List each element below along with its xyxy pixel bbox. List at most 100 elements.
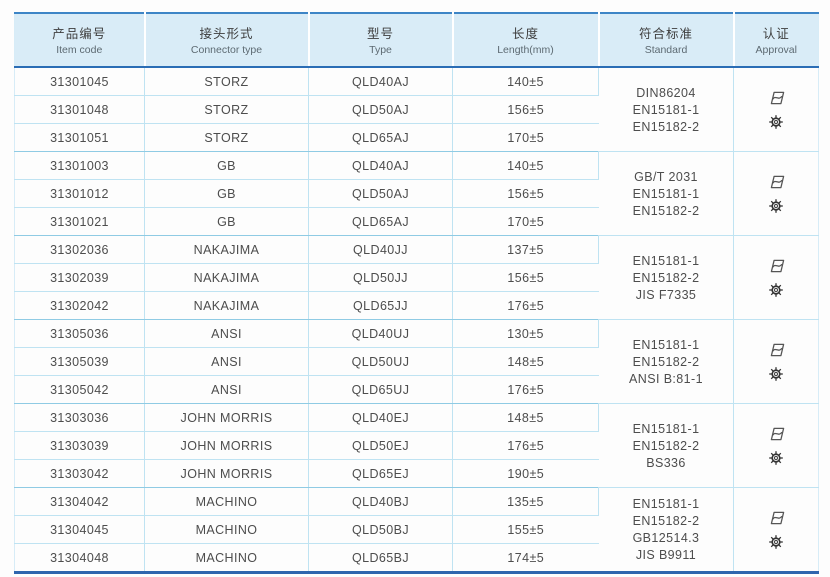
connector-type-cell: GB bbox=[144, 207, 309, 236]
connector-type-cell: GB bbox=[144, 179, 309, 208]
col-header-zh: 型号 bbox=[366, 26, 394, 41]
standard-line: EN15181-1 bbox=[632, 337, 700, 352]
standard-line: EN15181-1 bbox=[632, 497, 700, 511]
product-spec-table: 产品编号 Item code 接头形式 Connector type 型号 Ty… bbox=[14, 12, 819, 574]
standard-line: BS336 bbox=[646, 455, 686, 470]
standard-line: EN15182-2 bbox=[632, 203, 700, 218]
standard-cell: EN15181-1 EN15182-2 GB12514.3 JIS B9911 bbox=[598, 487, 734, 573]
certification-flag-icon bbox=[770, 343, 784, 356]
col-header-length: 长度 Length(mm) bbox=[451, 13, 599, 68]
standard-cell: EN15181-1 EN15182-2 ANSI B:81-1 bbox=[598, 319, 734, 404]
wheelmark-icon bbox=[769, 198, 783, 213]
standard-line: EN15182-2 bbox=[632, 354, 700, 369]
table-row: 31301045 STORZ QLD40AJ 140±5 DIN86204 EN15181… bbox=[14, 67, 819, 152]
table-row: 31304048 MACHINO QLD65BJ 174±5 bbox=[14, 543, 819, 573]
type-cell: QLD65JJ bbox=[308, 291, 453, 320]
standard-cell: EN15181-1 EN15182-2 BS336 bbox=[598, 403, 734, 488]
type-cell: QLD65UJ bbox=[308, 375, 453, 404]
col-header-en: Length(mm) bbox=[497, 43, 554, 56]
standard-line: ANSI B:81-1 bbox=[629, 371, 703, 386]
length-cell: 137±5 bbox=[452, 235, 599, 264]
connector-type-cell: STORZ bbox=[144, 67, 309, 96]
type-cell: QLD65BJ bbox=[308, 543, 453, 573]
table-row: 31305036 ANSI QLD40UJ 130±5 EN15181-1 EN15182… bbox=[14, 319, 819, 404]
wheelmark-icon bbox=[769, 534, 783, 549]
standard-line: EN15182-2 bbox=[632, 514, 700, 528]
table-row: 31303042 JOHN MORRIS QLD65EJ 190±5 bbox=[14, 459, 819, 488]
connector-type-cell: JOHN MORRIS bbox=[144, 459, 309, 488]
table-row: 31301003 GB QLD40AJ 140±5 GB/T 2031 EN15181-1… bbox=[14, 151, 819, 236]
connector-type-cell: ANSI bbox=[144, 347, 309, 376]
table-row: 31301012 GB QLD50AJ 156±5 bbox=[14, 179, 819, 208]
item-code-cell: 31301012 bbox=[14, 179, 145, 208]
col-header-zh: 认证 bbox=[762, 26, 790, 41]
table-body: 31301045 STORZ QLD40AJ 140±5 DIN86204 EN15181… bbox=[14, 67, 819, 573]
length-cell: 135±5 bbox=[452, 487, 599, 516]
type-cell: QLD40JJ bbox=[308, 235, 453, 264]
item-code-cell: 31304048 bbox=[14, 543, 145, 573]
item-code-cell: 31305036 bbox=[14, 319, 145, 348]
type-cell: QLD50AJ bbox=[308, 179, 453, 208]
type-cell: QLD50JJ bbox=[308, 263, 453, 292]
table-row: 31302036 NAKAJIMA QLD40JJ 137±5 EN15181-1 EN1… bbox=[14, 235, 819, 320]
length-cell: 148±5 bbox=[452, 347, 599, 376]
type-cell: QLD40UJ bbox=[308, 319, 453, 348]
length-cell: 174±5 bbox=[452, 543, 599, 573]
approval-cell bbox=[733, 67, 819, 152]
standard-line: EN15181-1 bbox=[632, 186, 700, 201]
certification-flag-icon bbox=[770, 427, 784, 440]
col-header-item-code: 产品编号 Item code bbox=[14, 13, 145, 68]
approval-icons bbox=[734, 427, 818, 465]
col-header-zh: 符合标准 bbox=[638, 26, 693, 41]
type-cell: QLD40BJ bbox=[308, 487, 453, 516]
length-cell: 148±5 bbox=[452, 403, 599, 432]
col-header-connector-type: 接头形式 Connector type bbox=[143, 13, 309, 68]
col-header-en: Standard bbox=[644, 43, 688, 56]
table-row: 31302039 NAKAJIMA QLD50JJ 156±5 bbox=[14, 263, 819, 292]
item-code-cell: 31305042 bbox=[14, 375, 145, 404]
approval-icons bbox=[734, 259, 818, 297]
type-cell: QLD40AJ bbox=[308, 67, 453, 96]
length-cell: 176±5 bbox=[452, 291, 599, 320]
standard-line: GB/T 2031 bbox=[634, 169, 698, 184]
item-code-cell: 31304042 bbox=[14, 487, 145, 516]
approval-icons bbox=[734, 511, 818, 549]
certification-flag-icon bbox=[770, 511, 784, 524]
col-header-type: 型号 Type bbox=[307, 13, 453, 68]
approval-icons bbox=[734, 91, 818, 129]
standard-line: EN15181-1 bbox=[632, 253, 700, 268]
table-row: 31302042 NAKAJIMA QLD65JJ 176±5 bbox=[14, 291, 819, 320]
item-code-cell: 31303042 bbox=[14, 459, 145, 488]
type-cell: QLD50EJ bbox=[308, 431, 453, 460]
wheelmark-icon bbox=[769, 282, 783, 297]
standard-line: EN15182-2 bbox=[632, 270, 700, 285]
standard-line: DIN86204 bbox=[636, 85, 696, 100]
type-cell: QLD40AJ bbox=[308, 151, 453, 180]
standard-line: EN15181-1 bbox=[632, 102, 700, 117]
item-code-cell: 31304045 bbox=[14, 515, 145, 544]
wheelmark-icon bbox=[769, 366, 783, 381]
type-cell: QLD40EJ bbox=[308, 403, 453, 432]
standard-cell: GB/T 2031 EN15181-1 EN15182-2 bbox=[598, 151, 734, 236]
approval-icons bbox=[734, 343, 818, 381]
item-code-cell: 31305039 bbox=[14, 347, 145, 376]
standard-line: EN15181-1 bbox=[632, 421, 700, 436]
connector-type-cell: GB bbox=[144, 151, 309, 180]
header-row: 产品编号 Item code 接头形式 Connector type 型号 Ty… bbox=[14, 13, 819, 68]
col-header-zh: 长度 bbox=[511, 26, 539, 41]
length-cell: 130±5 bbox=[452, 319, 599, 348]
approval-cell bbox=[733, 235, 819, 320]
type-cell: QLD50BJ bbox=[308, 515, 453, 544]
length-cell: 176±5 bbox=[452, 431, 599, 460]
wheelmark-icon bbox=[769, 450, 783, 465]
table-row: 31304042 MACHINO QLD40BJ 135±5 EN15181-1 EN15… bbox=[14, 487, 819, 573]
connector-type-cell: ANSI bbox=[144, 319, 309, 348]
item-code-cell: 31302042 bbox=[14, 291, 145, 320]
item-code-cell: 31301003 bbox=[14, 151, 145, 180]
connector-type-cell: MACHINO bbox=[144, 515, 309, 544]
item-code-cell: 31301051 bbox=[14, 123, 145, 152]
item-code-cell: 31303039 bbox=[14, 431, 145, 460]
type-cell: QLD65AJ bbox=[308, 207, 453, 236]
table-row: 31304045 MACHINO QLD50BJ 155±5 bbox=[14, 515, 819, 544]
type-cell: QLD50AJ bbox=[308, 95, 453, 124]
